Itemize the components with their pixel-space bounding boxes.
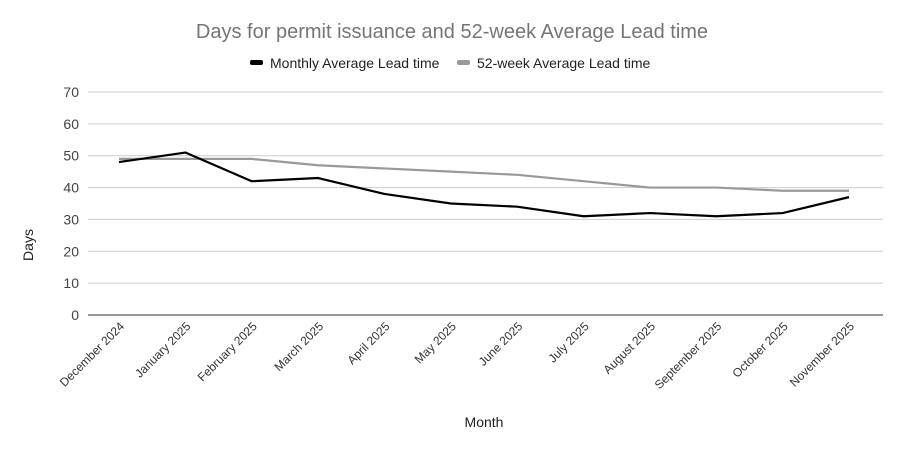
y-tick-label: 50 bbox=[63, 148, 79, 164]
legend-swatch bbox=[250, 60, 263, 65]
x-tick-label: March 2025 bbox=[271, 319, 326, 374]
x-tick-label: August 2025 bbox=[600, 319, 658, 377]
legend-label: 52-week Average Lead time bbox=[477, 55, 651, 71]
chart-title: Days for permit issuance and 52-week Ave… bbox=[196, 21, 708, 43]
x-tick-label: January 2025 bbox=[132, 319, 194, 381]
y-tick-label: 60 bbox=[63, 116, 79, 132]
x-tick-label: April 2025 bbox=[344, 319, 392, 367]
x-tick-label: May 2025 bbox=[412, 319, 459, 366]
legend-item: Monthly Average Lead time bbox=[250, 55, 440, 71]
y-tick-label: 40 bbox=[63, 180, 79, 196]
legend-label: Monthly Average Lead time bbox=[270, 55, 440, 71]
x-tick-label: June 2025 bbox=[476, 319, 526, 369]
x-tick-label: July 2025 bbox=[545, 319, 591, 365]
x-axis-ticks: December 2024 January 2025 February 2025 Ma… bbox=[57, 319, 858, 392]
y-tick-label: 30 bbox=[63, 211, 79, 227]
x-tick-label: September 2025 bbox=[652, 319, 725, 392]
legend-item: 52-week Average Lead time bbox=[457, 55, 651, 71]
y-tick-label: 70 bbox=[63, 84, 79, 100]
x-axis-label: Month bbox=[465, 414, 504, 430]
y-axis-label: Days bbox=[20, 229, 36, 261]
series-lines bbox=[118, 151, 850, 218]
y-tick-label: 10 bbox=[63, 275, 79, 291]
y-axis-ticks: 0 10 20 30 40 50 60 70 bbox=[63, 84, 79, 323]
y-tick-label: 0 bbox=[71, 307, 79, 323]
x-tick-label: October 2025 bbox=[729, 319, 791, 381]
y-tick-label: 20 bbox=[63, 243, 79, 259]
gridlines bbox=[88, 91, 883, 316]
x-tick-label: November 2025 bbox=[787, 319, 858, 390]
legend: Monthly Average Lead time 52-week Average… bbox=[250, 55, 651, 71]
x-tick-label: February 2025 bbox=[195, 319, 260, 384]
series-line bbox=[119, 157, 849, 192]
legend-swatch bbox=[457, 60, 470, 65]
series-line bbox=[118, 151, 850, 218]
x-tick-label: December 2024 bbox=[57, 319, 128, 390]
